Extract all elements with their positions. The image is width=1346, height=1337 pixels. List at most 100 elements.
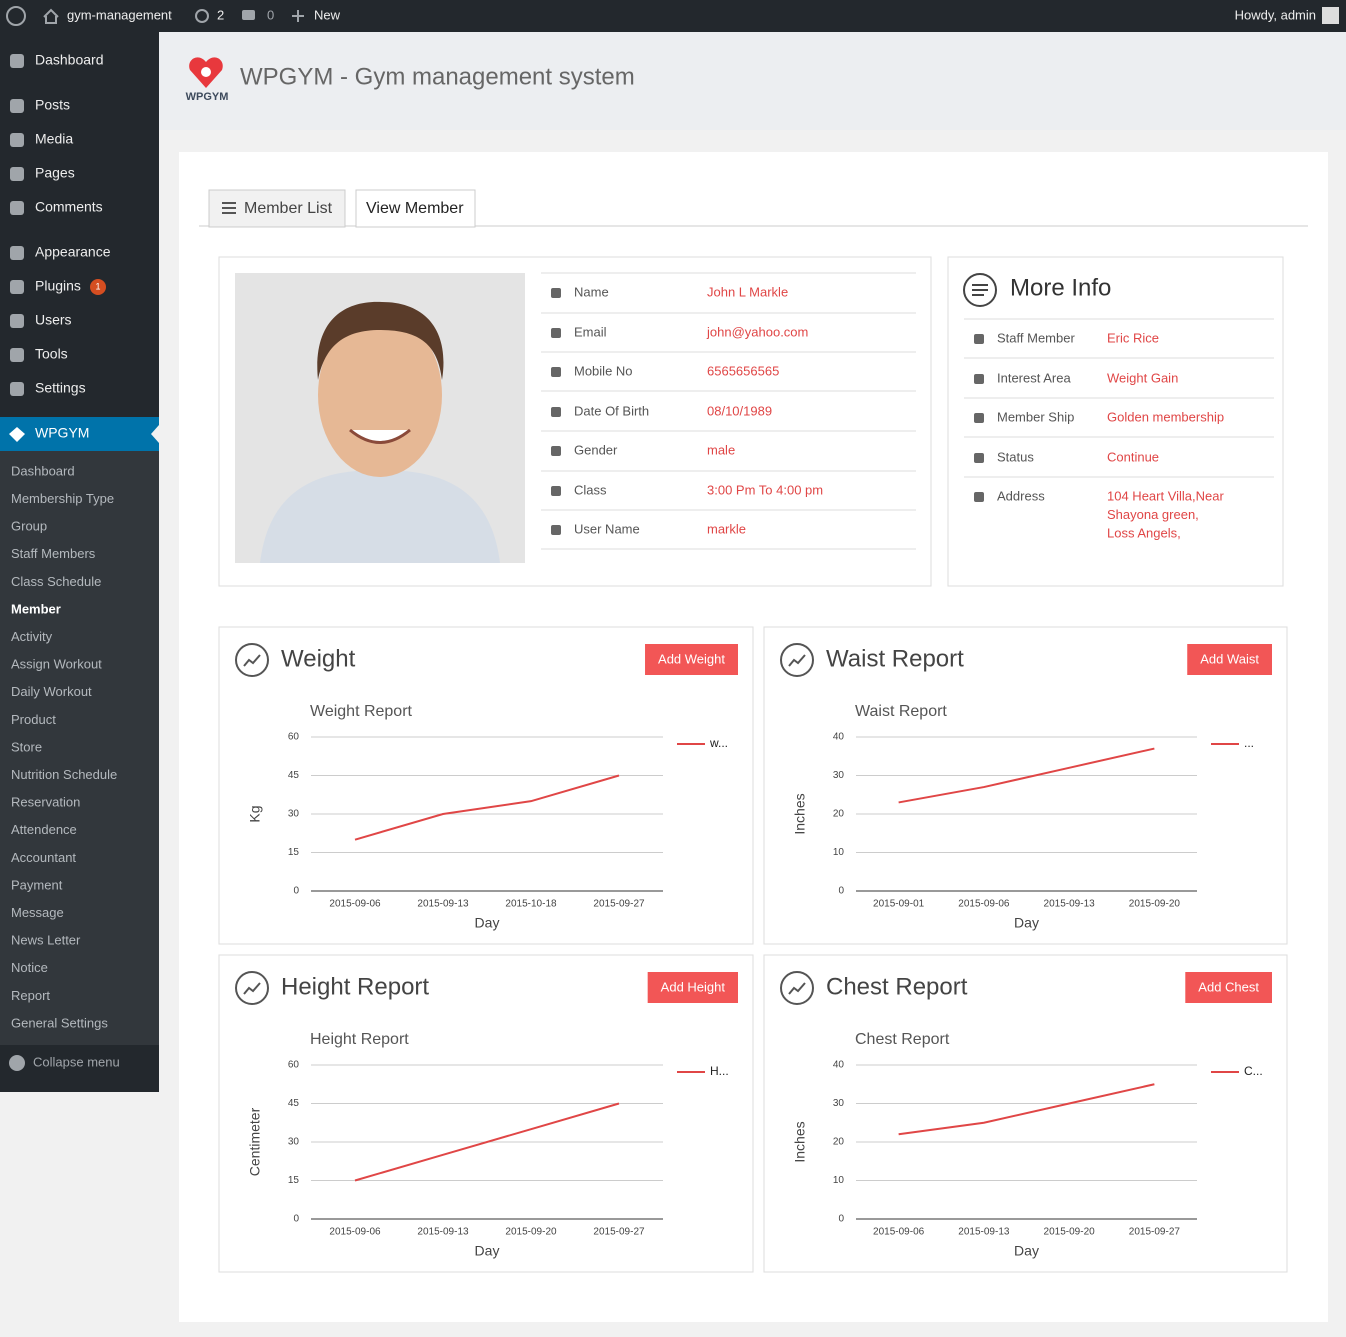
menu-icon [10, 133, 24, 147]
data-line [354, 774, 620, 841]
howdy[interactable]: Howdy, admin [1235, 7, 1316, 22]
button-label[interactable]: Add Weight [658, 651, 725, 666]
y-tick-label: 20 [833, 1137, 845, 1148]
submenu-item[interactable]: Message [11, 905, 64, 920]
info-icon [963, 273, 997, 307]
submenu-item[interactable]: Activity [11, 629, 53, 644]
submenu-item[interactable]: Dashboard [11, 463, 75, 478]
menu-item[interactable]: Settings [35, 380, 86, 396]
x-tick-label: 2015-09-06 [958, 899, 1010, 910]
submenu-item[interactable]: Nutrition Schedule [11, 767, 117, 782]
legend-label: ... [1244, 736, 1254, 750]
menu-icon [10, 348, 24, 362]
menu-item[interactable]: Plugins [35, 278, 81, 294]
submenu-item[interactable]: General Settings [11, 1015, 108, 1030]
menu-item[interactable]: Dashboard [35, 52, 104, 68]
legend-label: C... [1244, 1064, 1263, 1078]
new-icon [292, 10, 304, 22]
menu-item[interactable]: Media [35, 131, 73, 147]
chart-title: Height Report [310, 1031, 409, 1048]
collapse-menu[interactable]: Collapse menu [33, 1054, 120, 1069]
field-icon [974, 453, 984, 463]
menu-item[interactable]: Users [35, 312, 72, 328]
submenu-bg [0, 451, 159, 1045]
y-axis-label: Inches [792, 793, 808, 834]
submenu-item[interactable]: Reservation [11, 795, 80, 810]
site-name[interactable]: gym-management [67, 7, 172, 22]
add-button[interactable] [1185, 972, 1272, 1003]
submenu-item[interactable]: Report [11, 988, 50, 1003]
menu-item[interactable]: Appearance [35, 244, 111, 260]
field-value: 104 Heart Villa,Near [1107, 488, 1224, 503]
submenu-item[interactable]: Attendence [11, 822, 77, 837]
add-button[interactable] [645, 644, 738, 675]
menu-icon [10, 167, 24, 181]
avatar [1322, 7, 1339, 24]
y-tick-label: 0 [293, 1214, 299, 1225]
submenu-item[interactable]: Staff Members [11, 546, 96, 561]
updates-count[interactable]: 2 [217, 7, 224, 22]
field-value: Shayona green, [1107, 507, 1199, 522]
menu-icon [10, 99, 24, 113]
tab-label[interactable]: Member List [244, 200, 333, 217]
new-link[interactable]: New [314, 7, 341, 22]
x-tick-label: 2015-09-27 [1129, 1227, 1181, 1238]
x-tick-label: 2015-09-13 [958, 1227, 1010, 1238]
x-tick-label: 2015-09-06 [329, 899, 381, 910]
add-button[interactable] [1187, 644, 1272, 675]
menu-icon [10, 280, 24, 294]
field-icon [551, 446, 561, 456]
menu-item[interactable]: Tools [35, 346, 68, 362]
field-value: Weight Gain [1107, 370, 1178, 385]
submenu-item[interactable]: Accountant [11, 850, 76, 865]
x-tick-label: 2015-09-20 [1044, 1227, 1096, 1238]
field-value: Eric Rice [1107, 330, 1159, 345]
x-tick-label: 2015-09-27 [593, 899, 645, 910]
field-label: Mobile No [574, 363, 633, 378]
y-tick-label: 45 [288, 1098, 300, 1109]
y-tick-label: 0 [838, 886, 844, 897]
submenu-item[interactable]: Membership Type [11, 491, 114, 506]
button-label[interactable]: Add Waist [1200, 651, 1259, 666]
submenu-item[interactable]: Assign Workout [11, 657, 102, 672]
submenu-item[interactable]: Notice [11, 960, 48, 975]
submenu-item[interactable]: Daily Workout [11, 684, 92, 699]
wp-logo[interactable] [6, 6, 26, 26]
submenu-item[interactable]: Store [11, 739, 42, 754]
field-icon [974, 413, 984, 423]
field-icon [974, 374, 984, 384]
submenu-item[interactable]: Payment [11, 877, 63, 892]
menu-item[interactable]: Pages [35, 165, 75, 181]
data-line [898, 747, 1155, 804]
tab-active[interactable] [355, 189, 476, 228]
y-tick-label: 10 [833, 1175, 845, 1186]
menu-item[interactable]: Posts [35, 97, 70, 113]
page-title: WPGYM - Gym management system [240, 63, 635, 90]
submenu-item[interactable]: Product [11, 712, 56, 727]
x-tick-label: 2015-09-06 [329, 1227, 381, 1238]
x-tick-label: 2015-10-18 [505, 899, 557, 910]
active-menu [0, 417, 159, 451]
menu-icon [10, 54, 24, 68]
submenu-item[interactable]: News Letter [11, 933, 81, 948]
button-label[interactable]: Add Height [661, 979, 726, 994]
x-axis-label: Day [475, 1243, 500, 1259]
submenu-item[interactable]: Member [11, 601, 61, 616]
admin-bar [0, 0, 1346, 32]
button-label[interactable]: Add Chest [1198, 979, 1259, 994]
comments-count[interactable]: 0 [267, 7, 274, 22]
tab-label[interactable]: View Member [366, 200, 464, 217]
panel-title: Height Report [281, 973, 429, 1000]
home-icon [43, 8, 59, 24]
add-button[interactable] [647, 972, 738, 1003]
submenu-item[interactable]: Class Schedule [11, 574, 101, 589]
menu-item[interactable]: WPGYM [35, 425, 89, 441]
submenu-item[interactable]: Group [11, 519, 47, 534]
field-value: male [707, 442, 735, 457]
menu-item[interactable]: Comments [35, 199, 103, 215]
y-tick-label: 15 [288, 1175, 300, 1186]
field-value: Continue [1107, 449, 1159, 464]
field-value: Loss Angels, [1107, 525, 1181, 540]
field-icon [551, 407, 561, 417]
logo-dot [201, 67, 211, 77]
